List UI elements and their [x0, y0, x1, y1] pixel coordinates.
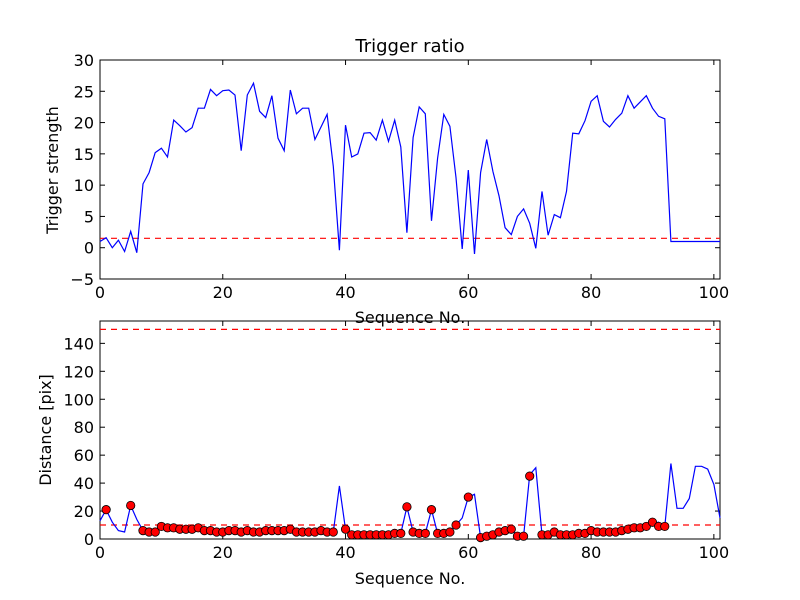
data-point	[101, 505, 111, 515]
trigger-ratio-chart: Trigger ratio Sequence No. Trigger stren…	[43, 36, 729, 327]
x-tick-label: 20	[213, 543, 233, 562]
x-tick-label: 80	[581, 283, 601, 302]
x-tick-label: 40	[335, 543, 355, 562]
y-tick-label: 80	[74, 418, 94, 437]
y-tick-label: 140	[63, 334, 94, 353]
data-point	[525, 471, 535, 481]
x-tick-label: 60	[458, 283, 478, 302]
x-axis-label: Sequence No.	[355, 308, 466, 327]
x-tick-label: 40	[335, 283, 355, 302]
chart-title: Trigger ratio	[354, 36, 464, 57]
data-point	[506, 524, 516, 534]
y-axis-label: Distance [pix]	[36, 374, 55, 486]
data-point	[126, 500, 136, 511]
series-line	[99, 81, 720, 255]
plot-frame	[99, 320, 721, 540]
y-tick-label: 20	[74, 114, 94, 133]
x-tick-label: 0	[95, 283, 105, 302]
y-axis-label: Trigger strength	[43, 106, 62, 235]
x-tick-label: 80	[581, 543, 601, 562]
x-tick-label: 100	[699, 283, 730, 302]
data-point	[660, 521, 670, 532]
data-point	[420, 528, 430, 539]
data-point	[396, 528, 406, 539]
x-tick-label: 60	[458, 543, 478, 562]
distance-chart: Sequence No. Distance [pix] 0 20 40 60 80 100…	[36, 320, 730, 588]
y-tick-label: 5	[84, 207, 94, 226]
y-tick-label: 40	[74, 474, 94, 493]
y-tick-label: 0	[84, 530, 94, 549]
data-point	[328, 527, 338, 537]
data-point	[451, 520, 461, 530]
y-tick-label: 30	[74, 51, 94, 70]
data-point	[150, 527, 160, 537]
data-point	[445, 527, 455, 537]
data-point	[463, 492, 473, 502]
y-tick-label: −5	[70, 270, 94, 289]
data-point	[426, 505, 437, 515]
data-point	[518, 531, 529, 541]
y-tick-label: 20	[74, 502, 94, 521]
plot-frame	[99, 59, 721, 280]
x-axis-label: Sequence No.	[355, 569, 466, 588]
y-tick-label: 0	[84, 239, 94, 258]
data-point	[340, 524, 351, 534]
x-tick-label: 20	[213, 283, 233, 302]
y-tick-label: 15	[74, 145, 94, 164]
y-tick-label: 25	[74, 82, 94, 101]
y-tick-label: 100	[63, 390, 94, 409]
y-tick-label: 120	[63, 362, 94, 381]
y-tick-label: 60	[74, 446, 94, 465]
y-tick-label: 10	[74, 176, 94, 195]
data-point	[402, 502, 412, 512]
x-tick-label: 0	[95, 543, 105, 562]
x-tick-label: 100	[699, 543, 730, 562]
